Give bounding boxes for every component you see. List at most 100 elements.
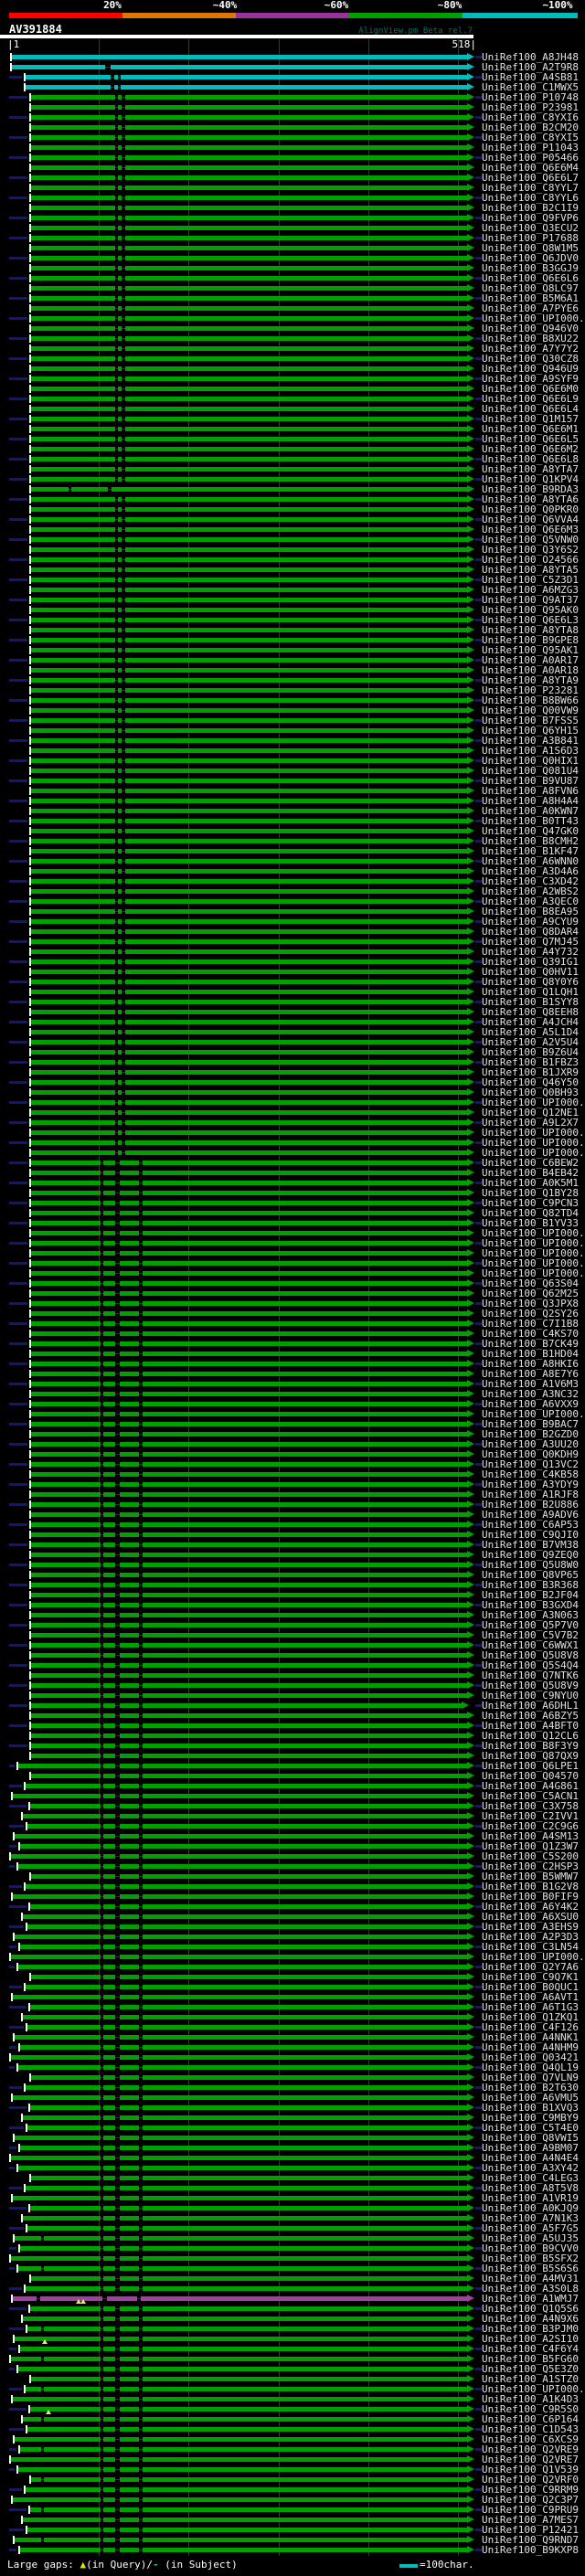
hit-label[interactable]: UniRef100_Q6E6L3 <box>482 614 579 626</box>
hit-row[interactable]: UniRef100_B2GZD0 <box>0 1429 585 1439</box>
hit-row[interactable]: UniRef100_Q12CL6 <box>0 1731 585 1741</box>
hit-label[interactable]: UniRef100_A2T9R8 <box>482 61 579 73</box>
hit-row[interactable]: UniRef100_Q2Y7A6 <box>0 1962 585 1972</box>
hit-row[interactable]: UniRef100_Q2VRF0 <box>0 2475 585 2485</box>
hit-label[interactable]: UniRef100_P23981 <box>482 101 579 113</box>
hit-row[interactable]: UniRef100_A6XSU0 <box>0 1912 585 1922</box>
hit-row[interactable]: UniRef100_Q946U9 <box>0 364 585 374</box>
hit-row[interactable]: UniRef100_C9RRM9 <box>0 2485 585 2495</box>
hit-row[interactable]: UniRef100_A6VMU5 <box>0 2093 585 2103</box>
hit-label[interactable]: UniRef100_C6BEW2 <box>482 1157 579 1169</box>
hit-row[interactable]: UniRef100_B1G2V8 <box>0 1882 585 1892</box>
hit-label[interactable]: UniRef100_B9Z6U4 <box>482 1046 579 1058</box>
hit-label[interactable]: UniRef100_B9KXP8 <box>482 2544 579 2556</box>
hit-label[interactable]: UniRef100_A6VXX9 <box>482 1398 579 1410</box>
hit-row[interactable]: UniRef100_Q13VC2 <box>0 1459 585 1469</box>
hit-row[interactable]: UniRef100_B3R368 <box>0 1580 585 1590</box>
hit-label[interactable]: UniRef100_A4JCH4 <box>482 1016 579 1028</box>
hit-row[interactable]: UniRef100_Q2SY26 <box>0 1309 585 1319</box>
hit-row[interactable]: UniRef100_C4F6Y4 <box>0 2344 585 2354</box>
hit-row[interactable]: UniRef100_B7FSS5 <box>0 716 585 726</box>
hit-label[interactable]: UniRef100_A4SM13 <box>482 1830 579 1842</box>
hit-row[interactable]: UniRef100_P12421 <box>0 2525 585 2535</box>
hit-row[interactable]: UniRef100_O24566 <box>0 555 585 565</box>
hit-label[interactable]: UniRef100_Q00VW9 <box>482 705 579 716</box>
hit-row[interactable]: UniRef100_Q9FVP6 <box>0 213 585 223</box>
hit-row[interactable]: UniRef100_Q3JPX8 <box>0 1299 585 1309</box>
hit-row[interactable]: UniRef100_A6AVT1 <box>0 1992 585 2002</box>
hit-label[interactable]: UniRef100_Q95AK0 <box>482 604 579 616</box>
hit-row[interactable]: UniRef100_P23981 <box>0 102 585 112</box>
hit-row[interactable]: UniRef100_A7N1K3 <box>0 2213 585 2223</box>
hit-row[interactable]: UniRef100_Q12NE1 <box>0 1108 585 1118</box>
hit-label[interactable]: UniRef100_A8JH48 <box>482 51 579 63</box>
hit-label[interactable]: UniRef100_Q5P7V0 <box>482 1619 579 1631</box>
hit-label[interactable]: UniRef100_UPI000.. <box>482 1137 585 1149</box>
hit-label[interactable]: UniRef100_A7PYE6 <box>482 302 579 314</box>
hit-row[interactable]: UniRef100_A1S6D3 <box>0 746 585 756</box>
hit-row[interactable]: UniRef100_B8CMH2 <box>0 836 585 846</box>
hit-label[interactable]: UniRef100_B8F3Y9 <box>482 1740 579 1752</box>
hit-row[interactable]: UniRef100_A6BZY5 <box>0 1711 585 1721</box>
hit-row[interactable]: UniRef100_C5Z3D1 <box>0 575 585 585</box>
hit-row[interactable]: UniRef100_UPI000.. <box>0 1952 585 1962</box>
hit-row[interactable]: UniRef100_B8XU22 <box>0 334 585 344</box>
hit-label[interactable]: UniRef100_Q6LPE1 <box>482 1760 579 1772</box>
hit-label[interactable]: UniRef100_Q7MJ45 <box>482 936 579 948</box>
hit-row[interactable]: UniRef100_A4N9X6 <box>0 2314 585 2324</box>
hit-label[interactable]: UniRef100_C6WWX1 <box>482 1639 579 1651</box>
hit-row[interactable]: UniRef100_A3N063 <box>0 1610 585 1620</box>
hit-row[interactable]: UniRef100_C5V7B2 <box>0 1630 585 1640</box>
hit-label[interactable]: UniRef100_B0QUC1 <box>482 1981 579 1993</box>
hit-label[interactable]: UniRef100_UPI000.. <box>482 1237 585 1249</box>
hit-row[interactable]: UniRef100_A0AR18 <box>0 665 585 675</box>
hit-label[interactable]: UniRef100_Q0KDH9 <box>482 1448 579 1460</box>
hit-row[interactable]: UniRef100_B1YV33 <box>0 1218 585 1228</box>
hit-row[interactable]: UniRef100_Q8EEH8 <box>0 1007 585 1017</box>
hit-row[interactable]: UniRef100_UPI000.. <box>0 1097 585 1108</box>
hit-row[interactable]: UniRef100_C8YXI6 <box>0 112 585 122</box>
hit-row[interactable]: UniRef100_A9L2X7 <box>0 1118 585 1128</box>
hit-label[interactable]: UniRef100_Q95AK1 <box>482 644 579 656</box>
hit-row[interactable]: UniRef100_C4F126 <box>0 2022 585 2032</box>
hit-row[interactable]: UniRef100_B9RDA3 <box>0 484 585 494</box>
hit-label[interactable]: UniRef100_Q5E3Z0 <box>482 2363 579 2375</box>
hit-label[interactable]: UniRef100_B2U886 <box>482 1499 579 1511</box>
hit-label[interactable]: UniRef100_UPI000.. <box>482 1951 585 1963</box>
hit-label[interactable]: UniRef100_C4F6Y4 <box>482 2343 579 2355</box>
hit-label[interactable]: UniRef100_Q6YH15 <box>482 725 579 737</box>
hit-label[interactable]: UniRef100_A9CYU9 <box>482 916 579 928</box>
hit-label[interactable]: UniRef100_A3S0L8 <box>482 2283 579 2295</box>
hit-row[interactable]: UniRef100_Q5U8V8 <box>0 1650 585 1660</box>
hit-row[interactable]: UniRef100_A7Y7Y2 <box>0 344 585 354</box>
hit-label[interactable]: UniRef100_Q2VRF0 <box>482 2474 579 2486</box>
hit-row[interactable]: UniRef100_A3D4A6 <box>0 866 585 876</box>
hit-label[interactable]: UniRef100_B3GGJ9 <box>482 262 579 274</box>
hit-row[interactable]: UniRef100_A3QEC0 <box>0 896 585 906</box>
hit-row[interactable]: UniRef100_B9Z6U4 <box>0 1047 585 1057</box>
hit-label[interactable]: UniRef100_A0KJQ9 <box>482 2202 579 2214</box>
hit-row[interactable]: UniRef100_B9KXP8 <box>0 2545 585 2555</box>
hit-label[interactable]: UniRef100_Q1Q5S6 <box>482 2303 579 2315</box>
hit-row[interactable]: UniRef100_UPI000.. <box>0 1248 585 1258</box>
hit-label[interactable]: UniRef100_A2P3D3 <box>482 1931 579 1943</box>
hit-label[interactable]: UniRef100_B5S6S6 <box>482 2263 579 2274</box>
hit-row[interactable]: UniRef100_A4NHM9 <box>0 2042 585 2052</box>
hit-label[interactable]: UniRef100_A5UJ35 <box>482 2232 579 2244</box>
hit-label[interactable]: UniRef100_A4NNK1 <box>482 2031 579 2043</box>
hit-label[interactable]: UniRef100_A4BFT0 <box>482 1720 579 1732</box>
hit-label[interactable]: UniRef100_B8BW66 <box>482 694 579 706</box>
hit-row[interactable]: UniRef100_Q946V0 <box>0 323 585 334</box>
hit-label[interactable]: UniRef100_A6Y4K2 <box>482 1901 579 1913</box>
hit-label[interactable]: UniRef100_Q0PKR0 <box>482 504 579 515</box>
hit-label[interactable]: UniRef100_C1MWX5 <box>482 81 579 93</box>
hit-row[interactable]: UniRef100_A6MZG3 <box>0 585 585 595</box>
hit-row[interactable]: UniRef100_B0FIF9 <box>0 1892 585 1902</box>
hit-row[interactable]: UniRef100_C4LEG3 <box>0 2173 585 2183</box>
hit-row[interactable]: UniRef100_A8YTA6 <box>0 494 585 504</box>
hit-row[interactable]: UniRef100_A4BFT0 <box>0 1721 585 1731</box>
hit-row[interactable]: UniRef100_A3NC32 <box>0 1389 585 1399</box>
hit-label[interactable]: UniRef100_Q3ECU2 <box>482 222 579 234</box>
hit-label[interactable]: UniRef100_A4Y732 <box>482 946 579 958</box>
hit-row[interactable]: UniRef100_C9QJI0 <box>0 1530 585 1540</box>
